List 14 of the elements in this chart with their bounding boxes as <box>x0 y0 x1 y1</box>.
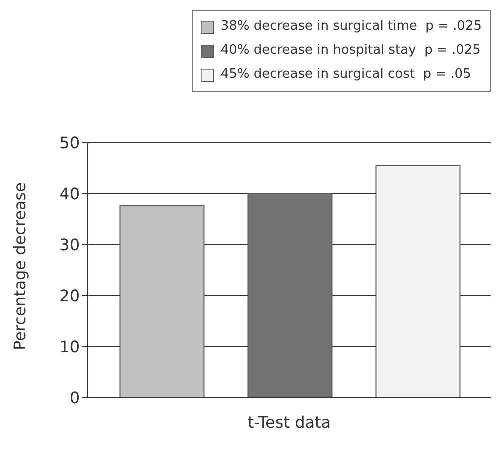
bar <box>120 205 205 398</box>
x-axis-title: t-Test data <box>248 413 332 432</box>
y-tick-label: 40 <box>60 184 80 204</box>
bar <box>248 194 333 398</box>
y-tick-label: 50 <box>60 134 80 153</box>
legend-label: 38% decrease in surgical time p = .025 <box>220 18 482 36</box>
legend-label: 45% decrease in surgical cost p = .05 <box>220 66 472 84</box>
bar <box>376 165 461 398</box>
legend-label: 40% decrease in hospital stay p = .025 <box>220 42 481 60</box>
y-axis-title: Percentage decrease <box>10 182 30 350</box>
y-tick-label: 10 <box>60 338 80 357</box>
y-tick-label: 30 <box>60 236 80 255</box>
y-tick-label: 0 <box>70 388 80 408</box>
y-tick-label: 20 <box>60 286 80 306</box>
